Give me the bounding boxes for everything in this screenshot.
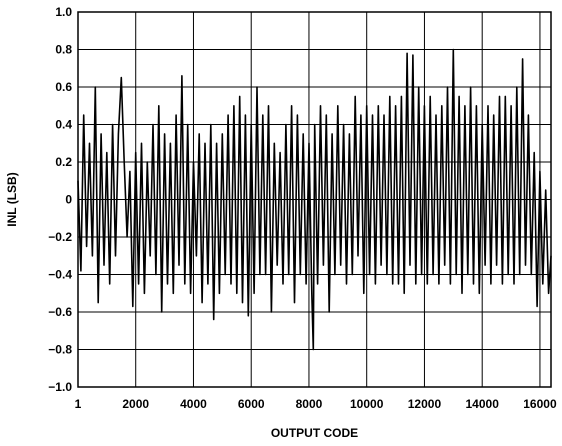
x-tick-label: 16000 bbox=[523, 397, 557, 411]
y-tick-label: 0 bbox=[65, 193, 72, 207]
x-tick-label: 2000 bbox=[122, 397, 149, 411]
x-tick-label: 6000 bbox=[238, 397, 265, 411]
y-tick-label: −0.8 bbox=[48, 343, 72, 357]
y-tick-label: −0.4 bbox=[48, 268, 72, 282]
y-tick-label: −0.2 bbox=[48, 230, 72, 244]
series-line-inl bbox=[77, 48, 552, 351]
x-tick-label: 10000 bbox=[350, 397, 384, 411]
x-tick-label: 8000 bbox=[296, 397, 323, 411]
x-tick-labels: 1 2000 4000 6000 8000 10000 12000 14000 16000 bbox=[75, 397, 557, 411]
y-tick-label: 0.6 bbox=[55, 80, 72, 94]
y-tick-label: 0.2 bbox=[55, 155, 72, 169]
plot-frame bbox=[77, 11, 552, 388]
x-tick-label: 14000 bbox=[466, 397, 500, 411]
y-tick-label: 0.8 bbox=[55, 43, 72, 57]
x-tick-label: 4000 bbox=[180, 397, 207, 411]
x-tick-label: 12000 bbox=[408, 397, 442, 411]
y-tick-label: 0.4 bbox=[55, 118, 72, 132]
y-tick-label: −1.0 bbox=[48, 380, 72, 394]
x-tick-label: 1 bbox=[75, 397, 82, 411]
y-tick-labels: 1.0 0.8 0.6 0.4 0.2 0 −0.2 −0.4 −0.6 −0.8 −1.0 bbox=[48, 5, 72, 394]
y-axis-label: INL (LSB) bbox=[5, 172, 19, 226]
x-axis-label: OUTPUT CODE bbox=[271, 426, 358, 440]
y-tick-label: 1.0 bbox=[55, 5, 72, 19]
y-tick-label: −0.6 bbox=[48, 305, 72, 319]
